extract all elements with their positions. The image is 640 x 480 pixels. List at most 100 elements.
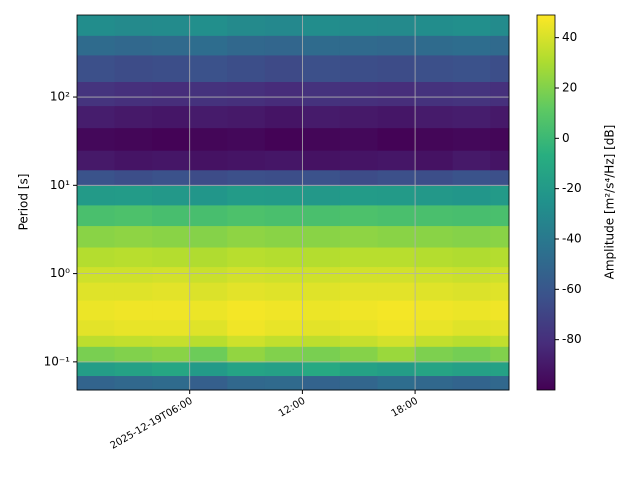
- cell: [415, 282, 454, 301]
- cell: [415, 346, 454, 363]
- cell: [264, 35, 303, 56]
- cell: [264, 361, 303, 377]
- cell: [415, 105, 454, 129]
- cell: [264, 300, 303, 321]
- cell: [264, 54, 303, 82]
- cell: [152, 361, 191, 377]
- colorbar-tick-label: -40: [562, 231, 582, 245]
- cell: [377, 185, 416, 206]
- cell: [302, 54, 341, 82]
- cell: [302, 225, 341, 248]
- cell: [490, 35, 510, 56]
- x-tick-label: 18:00: [390, 396, 420, 420]
- cell: [302, 185, 341, 206]
- cell: [77, 204, 116, 227]
- cell: [490, 300, 510, 321]
- cell: [490, 81, 510, 107]
- cell: [339, 346, 379, 363]
- cell: [490, 375, 510, 391]
- cell: [227, 300, 266, 321]
- cell: [415, 335, 454, 347]
- cell: [339, 105, 379, 129]
- cell: [302, 247, 341, 268]
- cell: [377, 35, 416, 56]
- cell: [227, 361, 266, 377]
- cell: [264, 204, 303, 227]
- cell: [339, 35, 379, 56]
- cell: [227, 127, 266, 151]
- cell: [452, 266, 491, 283]
- cell: [227, 204, 266, 227]
- cell: [339, 127, 379, 151]
- cell: [227, 346, 266, 363]
- cell: [114, 319, 153, 336]
- cell: [452, 346, 491, 363]
- cell: [114, 300, 153, 321]
- cell: [264, 169, 303, 186]
- cell: [77, 150, 116, 171]
- cell: [302, 204, 341, 227]
- cell: [452, 127, 491, 151]
- colorbar-tick-label: 40: [562, 30, 577, 44]
- cell: [114, 185, 153, 206]
- x-tick-label: 12:00: [277, 396, 307, 420]
- cell: [339, 150, 379, 171]
- cell: [415, 185, 454, 206]
- cell: [152, 335, 191, 347]
- cell: [114, 335, 153, 347]
- cell: [264, 105, 303, 129]
- cell: [377, 127, 416, 151]
- cell: [452, 282, 491, 301]
- cell: [77, 361, 116, 377]
- cell: [377, 247, 416, 268]
- cell: [152, 81, 191, 107]
- cell: [189, 319, 228, 336]
- cell: [189, 300, 228, 321]
- cell: [452, 335, 491, 347]
- cell: [415, 375, 454, 391]
- cell: [339, 361, 379, 377]
- cell: [77, 282, 116, 301]
- cell: [490, 15, 510, 36]
- cell: [114, 150, 153, 171]
- cell: [452, 319, 491, 336]
- y-axis-label: Period [s]: [17, 174, 31, 231]
- cell: [452, 81, 491, 107]
- cell: [490, 346, 510, 363]
- cell: [339, 225, 379, 248]
- cell: [152, 105, 191, 129]
- cell: [302, 375, 341, 391]
- cell: [227, 169, 266, 186]
- cell: [490, 225, 510, 248]
- colorbar: [536, 14, 556, 391]
- cell: [77, 15, 116, 36]
- cell: [302, 81, 341, 107]
- colorbar-tick-label: -20: [562, 181, 582, 195]
- cell: [377, 335, 416, 347]
- cell: [77, 266, 116, 283]
- cell: [339, 185, 379, 206]
- y-tick-label: 10²: [50, 90, 70, 104]
- cell: [415, 35, 454, 56]
- cell: [377, 169, 416, 186]
- cell: [490, 266, 510, 283]
- cell: [377, 375, 416, 391]
- cell: [302, 346, 341, 363]
- cell: [452, 15, 491, 36]
- cell: [452, 54, 491, 82]
- cell: [339, 319, 379, 336]
- cell: [415, 247, 454, 268]
- cell: [377, 204, 416, 227]
- cell: [264, 15, 303, 36]
- cell: [189, 346, 228, 363]
- cell: [189, 54, 228, 82]
- cell: [189, 105, 228, 129]
- cell: [227, 35, 266, 56]
- cell: [452, 150, 491, 171]
- cell: [227, 15, 266, 36]
- cell: [114, 81, 153, 107]
- cell: [152, 300, 191, 321]
- cell: [452, 169, 491, 186]
- cell: [227, 335, 266, 347]
